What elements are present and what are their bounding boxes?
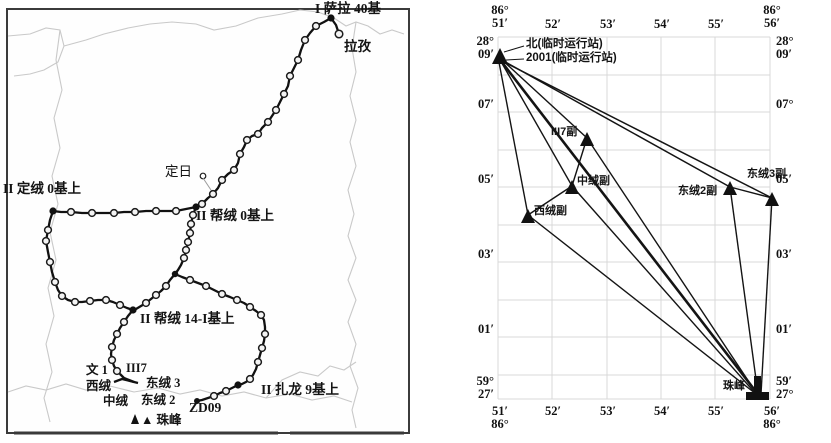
label-dongrong-3: 东绒 3 [146,376,181,390]
callout-bei-temp-station: 北(临时运行站) [526,38,603,50]
axis-right-tick-5-deg: 27° [776,386,794,401]
station-label-iii7-fu: III7副 [551,126,578,138]
label-xirong: 西绒 [86,379,112,393]
axis-top-tick-5: 86° 56′ [752,4,792,30]
callout-leader-lines [503,45,525,61]
axis-bottom-tick-4: 55′ [707,404,724,418]
axis-top-tick-5-min: 56′ [763,15,780,30]
axis-left-tick-0-deg: 28° [476,34,495,48]
peak-triangle-icon [131,414,139,424]
axis-top-tick-5-deg: 86° [763,3,781,17]
map-border-frame [6,8,410,434]
right-control-network-panel: 86° 51′ 52′ 53′ 54′ 55′ 86° 56′ 51′ 86° … [420,0,831,443]
axis-bottom-tick-1: 52′ [544,404,561,418]
station-label-dongrong3-fu: 东绒3副 [747,168,787,180]
axis-left-tick-5: 59° 27′ [454,374,495,401]
terminal-markers [49,14,335,404]
axis-top-tick-4: 55′ [707,17,724,31]
label-lazi: 拉孜 [344,39,371,54]
axis-right-tick-0-deg: 28° [776,34,794,48]
station-label-dongrong2-fu: 东绒2副 [678,185,718,197]
marker-north-temp-station [492,48,508,64]
axis-right-tick-1: 07° [776,97,794,111]
marker-zhufeng-pillar [746,376,769,400]
axis-right-tick-0-min: 09′ [776,46,793,61]
axis-bottom-tick-0: 51′ 86° [480,405,520,431]
label-sala-40: I 萨拉 40基 [315,1,382,16]
label-iii7: III7 [126,361,147,375]
axis-right-tick-3: 03′ [776,247,793,261]
station-marker-set [492,48,779,223]
graticule-grid [497,36,771,400]
marker-iii7-fu [580,132,594,146]
axis-top-tick-0-deg: 86° [491,3,509,17]
dingri-marker [199,172,207,180]
axis-right-tick-5: 59′ 27° [776,375,820,401]
axis-left-tick-0-min: 09′ [477,46,494,61]
axis-top-tick-1: 52′ [544,17,561,31]
axis-left-tick-0: 28° 09′ [454,34,495,61]
marker-xirong-fu [521,209,535,223]
axis-bottom-tick-5-min: 56′ [763,404,780,418]
axis-bottom-tick-3: 54′ [653,404,670,418]
marker-dongrong3-fu [765,192,779,206]
axis-top-tick-2: 53′ [599,17,616,31]
station-label-xirong-fu: 西绒副 [534,205,567,217]
axis-right-tick-2: 05′ [776,172,793,186]
label-dingrong-0: II 定绒 0基上 [3,181,82,196]
axis-left-tick-5-deg: 59° [476,374,495,388]
sight-line-set [497,56,773,395]
station-label-zhufeng: 珠峰 [723,380,745,392]
axis-left-tick-5-min: 27′ [477,386,494,401]
control-network-drawing [492,36,779,400]
axis-top-tick-0-min: 51′ [491,15,508,30]
label-dongrong-2: 东绒 2 [141,393,176,407]
traverse-node-set [41,21,344,401]
label-wen-1: 文 1 [86,363,108,377]
label-zhongrong: 中绒 [103,394,129,408]
axis-bottom-tick-0-deg: 86° [491,416,509,431]
marker-dongrong2-fu [723,181,737,195]
axis-bottom-tick-0-min: 51′ [491,404,508,418]
axis-bottom-tick-2: 53′ [599,404,616,418]
left-traverse-map-panel: I 萨拉 40基 拉孜 II 定绒 0基上 定日 II 帮绒 0基上 II 帮绒… [3,1,410,435]
axis-left-tick-3: 03′ [477,247,494,261]
axis-right-tick-0: 28° 09′ [776,35,820,61]
label-zd09: ZD09 [189,400,222,415]
label-dingri: 定日 [165,164,192,179]
axis-bottom-tick-5-deg: 86° [763,416,781,431]
label-zhufeng-peak: ▲ 珠峰 [141,413,182,427]
dingri-leader-line [202,177,212,191]
axis-top-tick-0: 86° 51′ [480,4,520,30]
axis-right-tick-4: 01′ [776,322,793,336]
axis-left-tick-2: 05′ [477,172,494,186]
label-bangrong-14-1: II 帮绒 14-I基上 [140,311,235,326]
marker-zhongrong-fu [565,180,579,194]
axis-right-tick-5-min: 59′ [776,374,793,388]
axis-top-tick-3: 54′ [653,17,670,31]
callout-2001-temp-station: 2001(临时运行站) [526,52,617,64]
axis-bottom-tick-5: 56′ 86° [752,405,792,431]
label-zhalong-9: II 扎龙 9基上 [261,382,340,397]
station-label-zhongrong-fu: 中绒副 [577,175,610,187]
axis-left-tick-4: 01′ [477,322,494,336]
traverse-route-drawing [7,9,405,435]
axis-left-tick-1: 07′ [477,97,494,111]
label-bangrong-0: II 帮绒 0基上 [196,208,275,223]
